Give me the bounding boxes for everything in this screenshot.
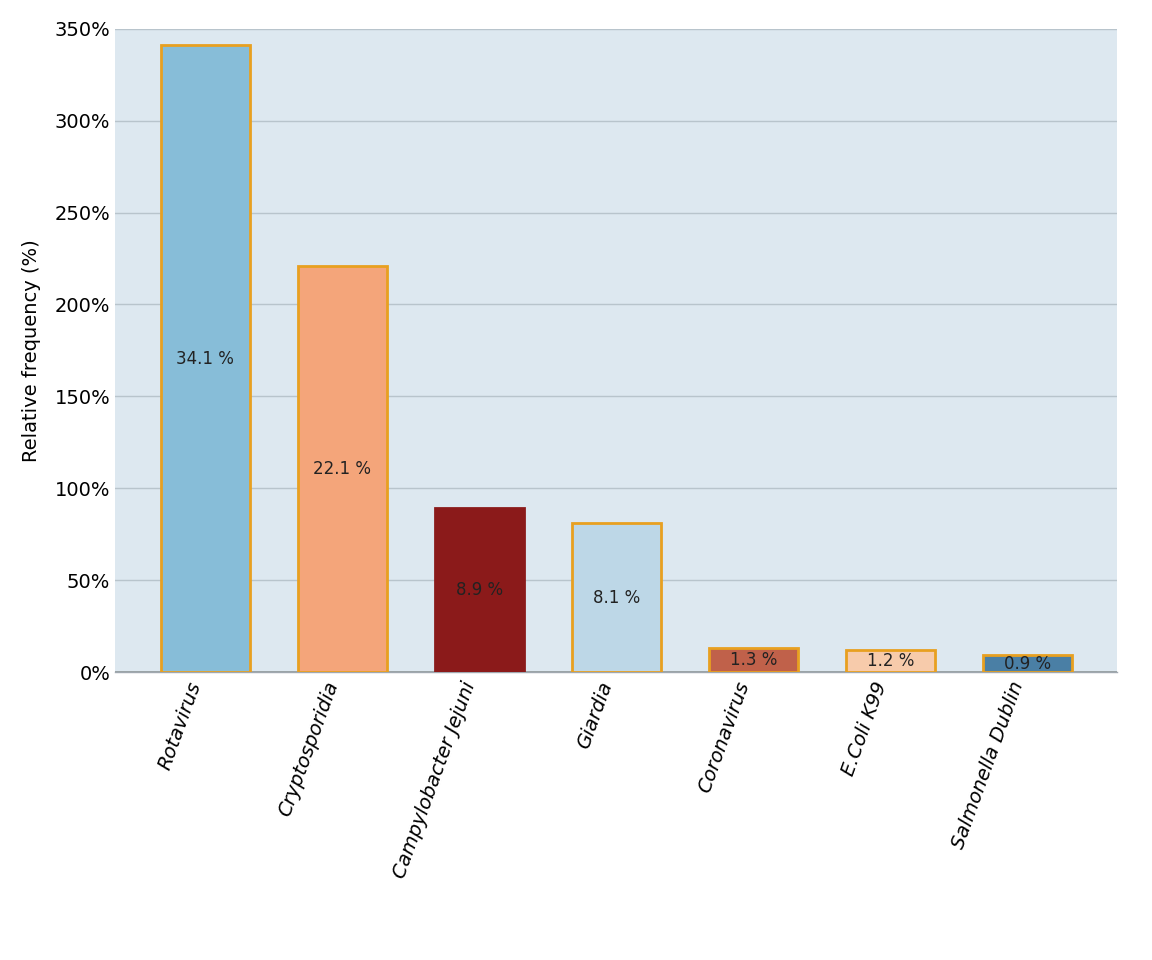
- Text: 8.1 %: 8.1 %: [592, 588, 641, 607]
- Text: 22.1 %: 22.1 %: [313, 460, 371, 478]
- Text: 34.1 %: 34.1 %: [176, 349, 234, 368]
- Y-axis label: Relative frequency (%): Relative frequency (%): [22, 239, 40, 462]
- Bar: [983, 656, 1071, 672]
- Bar: [434, 509, 524, 672]
- Bar: [571, 523, 661, 672]
- Text: 8.9 %: 8.9 %: [456, 581, 503, 599]
- Text: 1.3 %: 1.3 %: [729, 651, 776, 669]
- Bar: [846, 650, 935, 672]
- Bar: [708, 648, 798, 672]
- Text: 0.9 %: 0.9 %: [1003, 655, 1051, 673]
- Bar: [297, 266, 387, 672]
- Text: 1.2 %: 1.2 %: [866, 652, 914, 670]
- Bar: [161, 45, 250, 672]
